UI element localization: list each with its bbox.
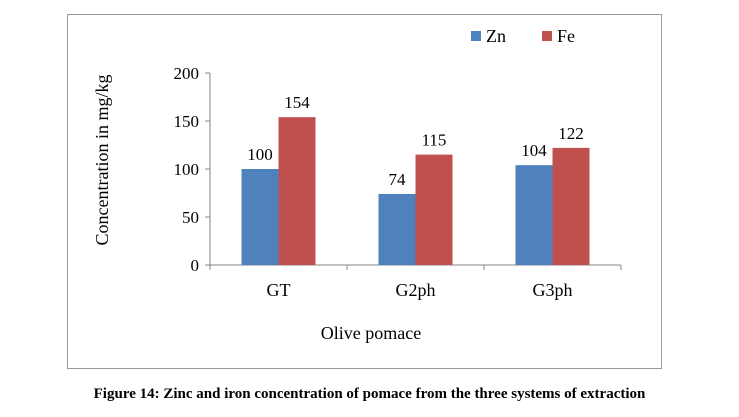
bar-fe-gt	[278, 117, 316, 265]
data-label: 122	[558, 124, 584, 143]
bars	[241, 117, 590, 265]
bar-chart: 0 50 100 150 200 GT 100 154 G2ph 74 115 G3ph 104 122…	[92, 26, 622, 343]
y-tick-label: 100	[174, 160, 200, 179]
y-axis-title: Concentration in mg/kg	[92, 75, 112, 246]
labels: GT 100 154 G2ph 74 115 G3ph 104 122	[247, 93, 584, 300]
x-category-label: G3ph	[533, 280, 573, 300]
figure-caption: Figure 14: Zinc and iron concentration o…	[93, 386, 646, 402]
y-tick-label: 150	[174, 112, 200, 131]
bar-fe-g2ph	[415, 154, 453, 265]
chart-area: 0 50 100 150 200 GT 100 154 G2ph 74 115 G3ph 104 122…	[67, 14, 662, 369]
legend-swatch-fe	[542, 31, 552, 41]
data-label: 115	[422, 131, 447, 150]
bar-zn-gt	[241, 169, 279, 265]
x-axis-title: Olive pomace	[321, 323, 421, 343]
bar-fe-g3ph	[552, 147, 590, 265]
legend-label-fe: Fe	[557, 26, 575, 46]
data-label: 104	[521, 141, 547, 160]
bar-zn-g3ph	[515, 165, 553, 265]
x-category-label: G2ph	[396, 280, 436, 300]
x-category-label: GT	[267, 280, 291, 300]
legend-label-zn: Zn	[486, 26, 506, 46]
y-tick-label: 200	[174, 64, 200, 83]
y-tick-label: 50	[182, 208, 199, 227]
y-tick-label: 0	[191, 256, 200, 275]
data-label: 100	[247, 145, 273, 164]
legend-swatch-zn	[471, 31, 481, 41]
legend: Zn Fe	[471, 26, 575, 46]
data-label: 154	[284, 93, 310, 112]
bar-zn-g2ph	[378, 193, 416, 265]
data-label: 74	[389, 170, 407, 189]
